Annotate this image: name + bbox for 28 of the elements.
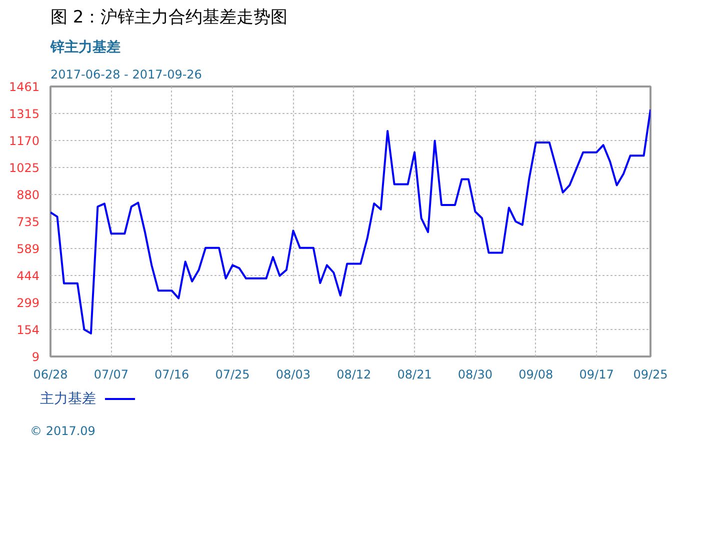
x-tick-label: 09/17 — [579, 368, 614, 382]
x-tick-label: 08/03 — [276, 368, 310, 382]
y-tick-label: 1461 — [8, 80, 40, 94]
y-tick-label: 589 — [16, 242, 40, 256]
x-tick-label: 09/25 — [633, 368, 668, 382]
y-tick-label: 1025 — [8, 161, 40, 176]
x-tick-label: 06/28 — [33, 368, 68, 382]
x-tick-label: 07/07 — [94, 368, 128, 382]
y-tick-label: 1315 — [8, 107, 40, 122]
x-tick-label: 09/08 — [518, 368, 554, 382]
x-tick-label: 07/16 — [154, 368, 190, 382]
x-tick-label: 08/12 — [336, 368, 372, 382]
text: 2017-06-28 - 2017-09-26 — [50, 68, 202, 82]
y-tick-label: 880 — [16, 188, 40, 202]
x-tick-label: 07/25 — [215, 368, 250, 382]
y-tick-label: 299 — [16, 296, 40, 310]
text: © 2017.09 — [30, 423, 96, 440]
line-series — [50, 108, 650, 334]
x-tick-label: 08/21 — [397, 368, 432, 382]
chart-title: 图 2：沪锌主力合约基差走势图 — [50, 8, 288, 28]
y-tick-label: 154 — [16, 323, 40, 338]
y-tick-label: 444 — [16, 269, 40, 284]
x-tick-label: 08/30 — [458, 368, 493, 382]
y-tick-label: 9 — [32, 350, 40, 364]
y-tick-label: 1170 — [8, 134, 40, 148]
legend-label: 主力基差 — [40, 391, 96, 407]
chart-subtitle: 锌主力基差 — [50, 38, 120, 56]
y-tick-label: 735 — [16, 215, 40, 229]
